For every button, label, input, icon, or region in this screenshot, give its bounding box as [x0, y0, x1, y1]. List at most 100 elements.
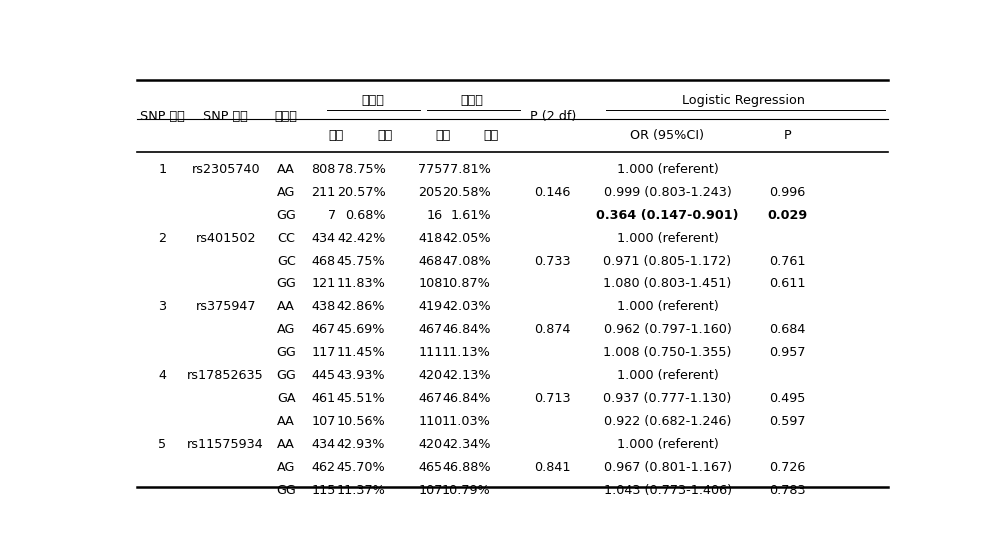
- Text: 0.874: 0.874: [535, 323, 571, 336]
- Text: 11.03%: 11.03%: [442, 415, 491, 428]
- Text: 0.783: 0.783: [769, 484, 806, 497]
- Text: AA: AA: [277, 415, 295, 428]
- Text: 467: 467: [419, 323, 443, 336]
- Text: 461: 461: [312, 392, 336, 405]
- Text: 47.08%: 47.08%: [442, 255, 491, 267]
- Text: AA: AA: [277, 438, 295, 451]
- Text: 1.61%: 1.61%: [450, 208, 491, 222]
- Text: 808: 808: [311, 163, 336, 176]
- Text: 45.69%: 45.69%: [337, 323, 385, 336]
- Text: 110: 110: [418, 415, 443, 428]
- Text: AG: AG: [277, 323, 295, 336]
- Text: 45.70%: 45.70%: [337, 461, 385, 474]
- Text: 420: 420: [419, 369, 443, 382]
- Text: 445: 445: [312, 369, 336, 382]
- Text: 0.684: 0.684: [769, 323, 806, 336]
- Text: 465: 465: [419, 461, 443, 474]
- Text: 例数: 例数: [435, 129, 450, 142]
- Text: CC: CC: [277, 232, 295, 245]
- Text: 0.68%: 0.68%: [345, 208, 385, 222]
- Text: 0.761: 0.761: [769, 255, 806, 267]
- Text: 434: 434: [312, 232, 336, 245]
- Text: GC: GC: [277, 255, 296, 267]
- Text: 78.75%: 78.75%: [337, 163, 385, 176]
- Text: 11.45%: 11.45%: [337, 346, 385, 359]
- Text: 2: 2: [158, 232, 166, 245]
- Text: 0.364 (0.147-0.901): 0.364 (0.147-0.901): [596, 208, 739, 222]
- Text: 46.84%: 46.84%: [442, 323, 491, 336]
- Text: 0.971 (0.805-1.172): 0.971 (0.805-1.172): [603, 255, 732, 267]
- Text: 107: 107: [418, 484, 443, 497]
- Text: 111: 111: [418, 346, 443, 359]
- Text: 11.37%: 11.37%: [337, 484, 385, 497]
- Text: P (2 df): P (2 df): [530, 110, 576, 123]
- Text: 频率: 频率: [483, 129, 498, 142]
- Text: GG: GG: [276, 369, 296, 382]
- Text: 467: 467: [419, 392, 443, 405]
- Text: AA: AA: [277, 300, 295, 314]
- Text: 115: 115: [311, 484, 336, 497]
- Text: 462: 462: [312, 461, 336, 474]
- Text: 0.146: 0.146: [535, 186, 571, 199]
- Text: rs2305740: rs2305740: [191, 163, 260, 176]
- Text: 46.84%: 46.84%: [442, 392, 491, 405]
- Text: 775: 775: [418, 163, 443, 176]
- Text: 20.57%: 20.57%: [337, 186, 385, 199]
- Text: 0.495: 0.495: [769, 392, 806, 405]
- Text: 468: 468: [312, 255, 336, 267]
- Text: rs11575934: rs11575934: [187, 438, 264, 451]
- Text: 基因型: 基因型: [275, 110, 298, 123]
- Text: GG: GG: [276, 484, 296, 497]
- Text: 1.000 (referent): 1.000 (referent): [617, 232, 718, 245]
- Text: 1.000 (referent): 1.000 (referent): [617, 369, 718, 382]
- Text: 16: 16: [427, 208, 443, 222]
- Text: 1.000 (referent): 1.000 (referent): [617, 300, 718, 314]
- Text: 0.999 (0.803-1.243): 0.999 (0.803-1.243): [604, 186, 731, 199]
- Text: 0.029: 0.029: [768, 208, 808, 222]
- Text: 42.34%: 42.34%: [442, 438, 491, 451]
- Text: 1.080 (0.803-1.451): 1.080 (0.803-1.451): [603, 277, 732, 290]
- Text: 42.93%: 42.93%: [337, 438, 385, 451]
- Text: 45.51%: 45.51%: [337, 392, 385, 405]
- Text: 468: 468: [419, 255, 443, 267]
- Text: 45.75%: 45.75%: [337, 255, 385, 267]
- Text: 1.008 (0.750-1.355): 1.008 (0.750-1.355): [603, 346, 732, 359]
- Text: AA: AA: [277, 163, 295, 176]
- Text: 467: 467: [312, 323, 336, 336]
- Text: 419: 419: [419, 300, 443, 314]
- Text: 0.841: 0.841: [535, 461, 571, 474]
- Text: 20.58%: 20.58%: [442, 186, 491, 199]
- Text: 108: 108: [418, 277, 443, 290]
- Text: 0.733: 0.733: [534, 255, 571, 267]
- Text: 0.597: 0.597: [769, 415, 806, 428]
- Text: 0.957: 0.957: [769, 346, 806, 359]
- Text: rs17852635: rs17852635: [187, 369, 264, 382]
- Text: 434: 434: [312, 438, 336, 451]
- Text: 0.611: 0.611: [769, 277, 806, 290]
- Text: 0.726: 0.726: [769, 461, 806, 474]
- Text: Logistic Regression: Logistic Regression: [682, 95, 805, 107]
- Text: 0.967 (0.801-1.167): 0.967 (0.801-1.167): [604, 461, 732, 474]
- Text: 42.42%: 42.42%: [337, 232, 385, 245]
- Text: 1.000 (referent): 1.000 (referent): [617, 163, 718, 176]
- Text: AG: AG: [277, 186, 295, 199]
- Text: 107: 107: [311, 415, 336, 428]
- Text: rs375947: rs375947: [196, 300, 256, 314]
- Text: 42.86%: 42.86%: [337, 300, 385, 314]
- Text: 43.93%: 43.93%: [337, 369, 385, 382]
- Text: 418: 418: [418, 232, 443, 245]
- Text: 0.922 (0.682-1.246): 0.922 (0.682-1.246): [604, 415, 731, 428]
- Text: 例数: 例数: [328, 129, 343, 142]
- Text: 10.79%: 10.79%: [442, 484, 491, 497]
- Text: P: P: [784, 129, 792, 142]
- Text: SNP 编号: SNP 编号: [203, 110, 248, 123]
- Text: 205: 205: [418, 186, 443, 199]
- Text: 频率: 频率: [378, 129, 393, 142]
- Text: AG: AG: [277, 461, 295, 474]
- Text: 0.996: 0.996: [770, 186, 806, 199]
- Text: 10.87%: 10.87%: [442, 277, 491, 290]
- Text: 5: 5: [158, 438, 166, 451]
- Text: SNP 序号: SNP 序号: [140, 110, 185, 123]
- Text: 10.56%: 10.56%: [337, 415, 385, 428]
- Text: GG: GG: [276, 208, 296, 222]
